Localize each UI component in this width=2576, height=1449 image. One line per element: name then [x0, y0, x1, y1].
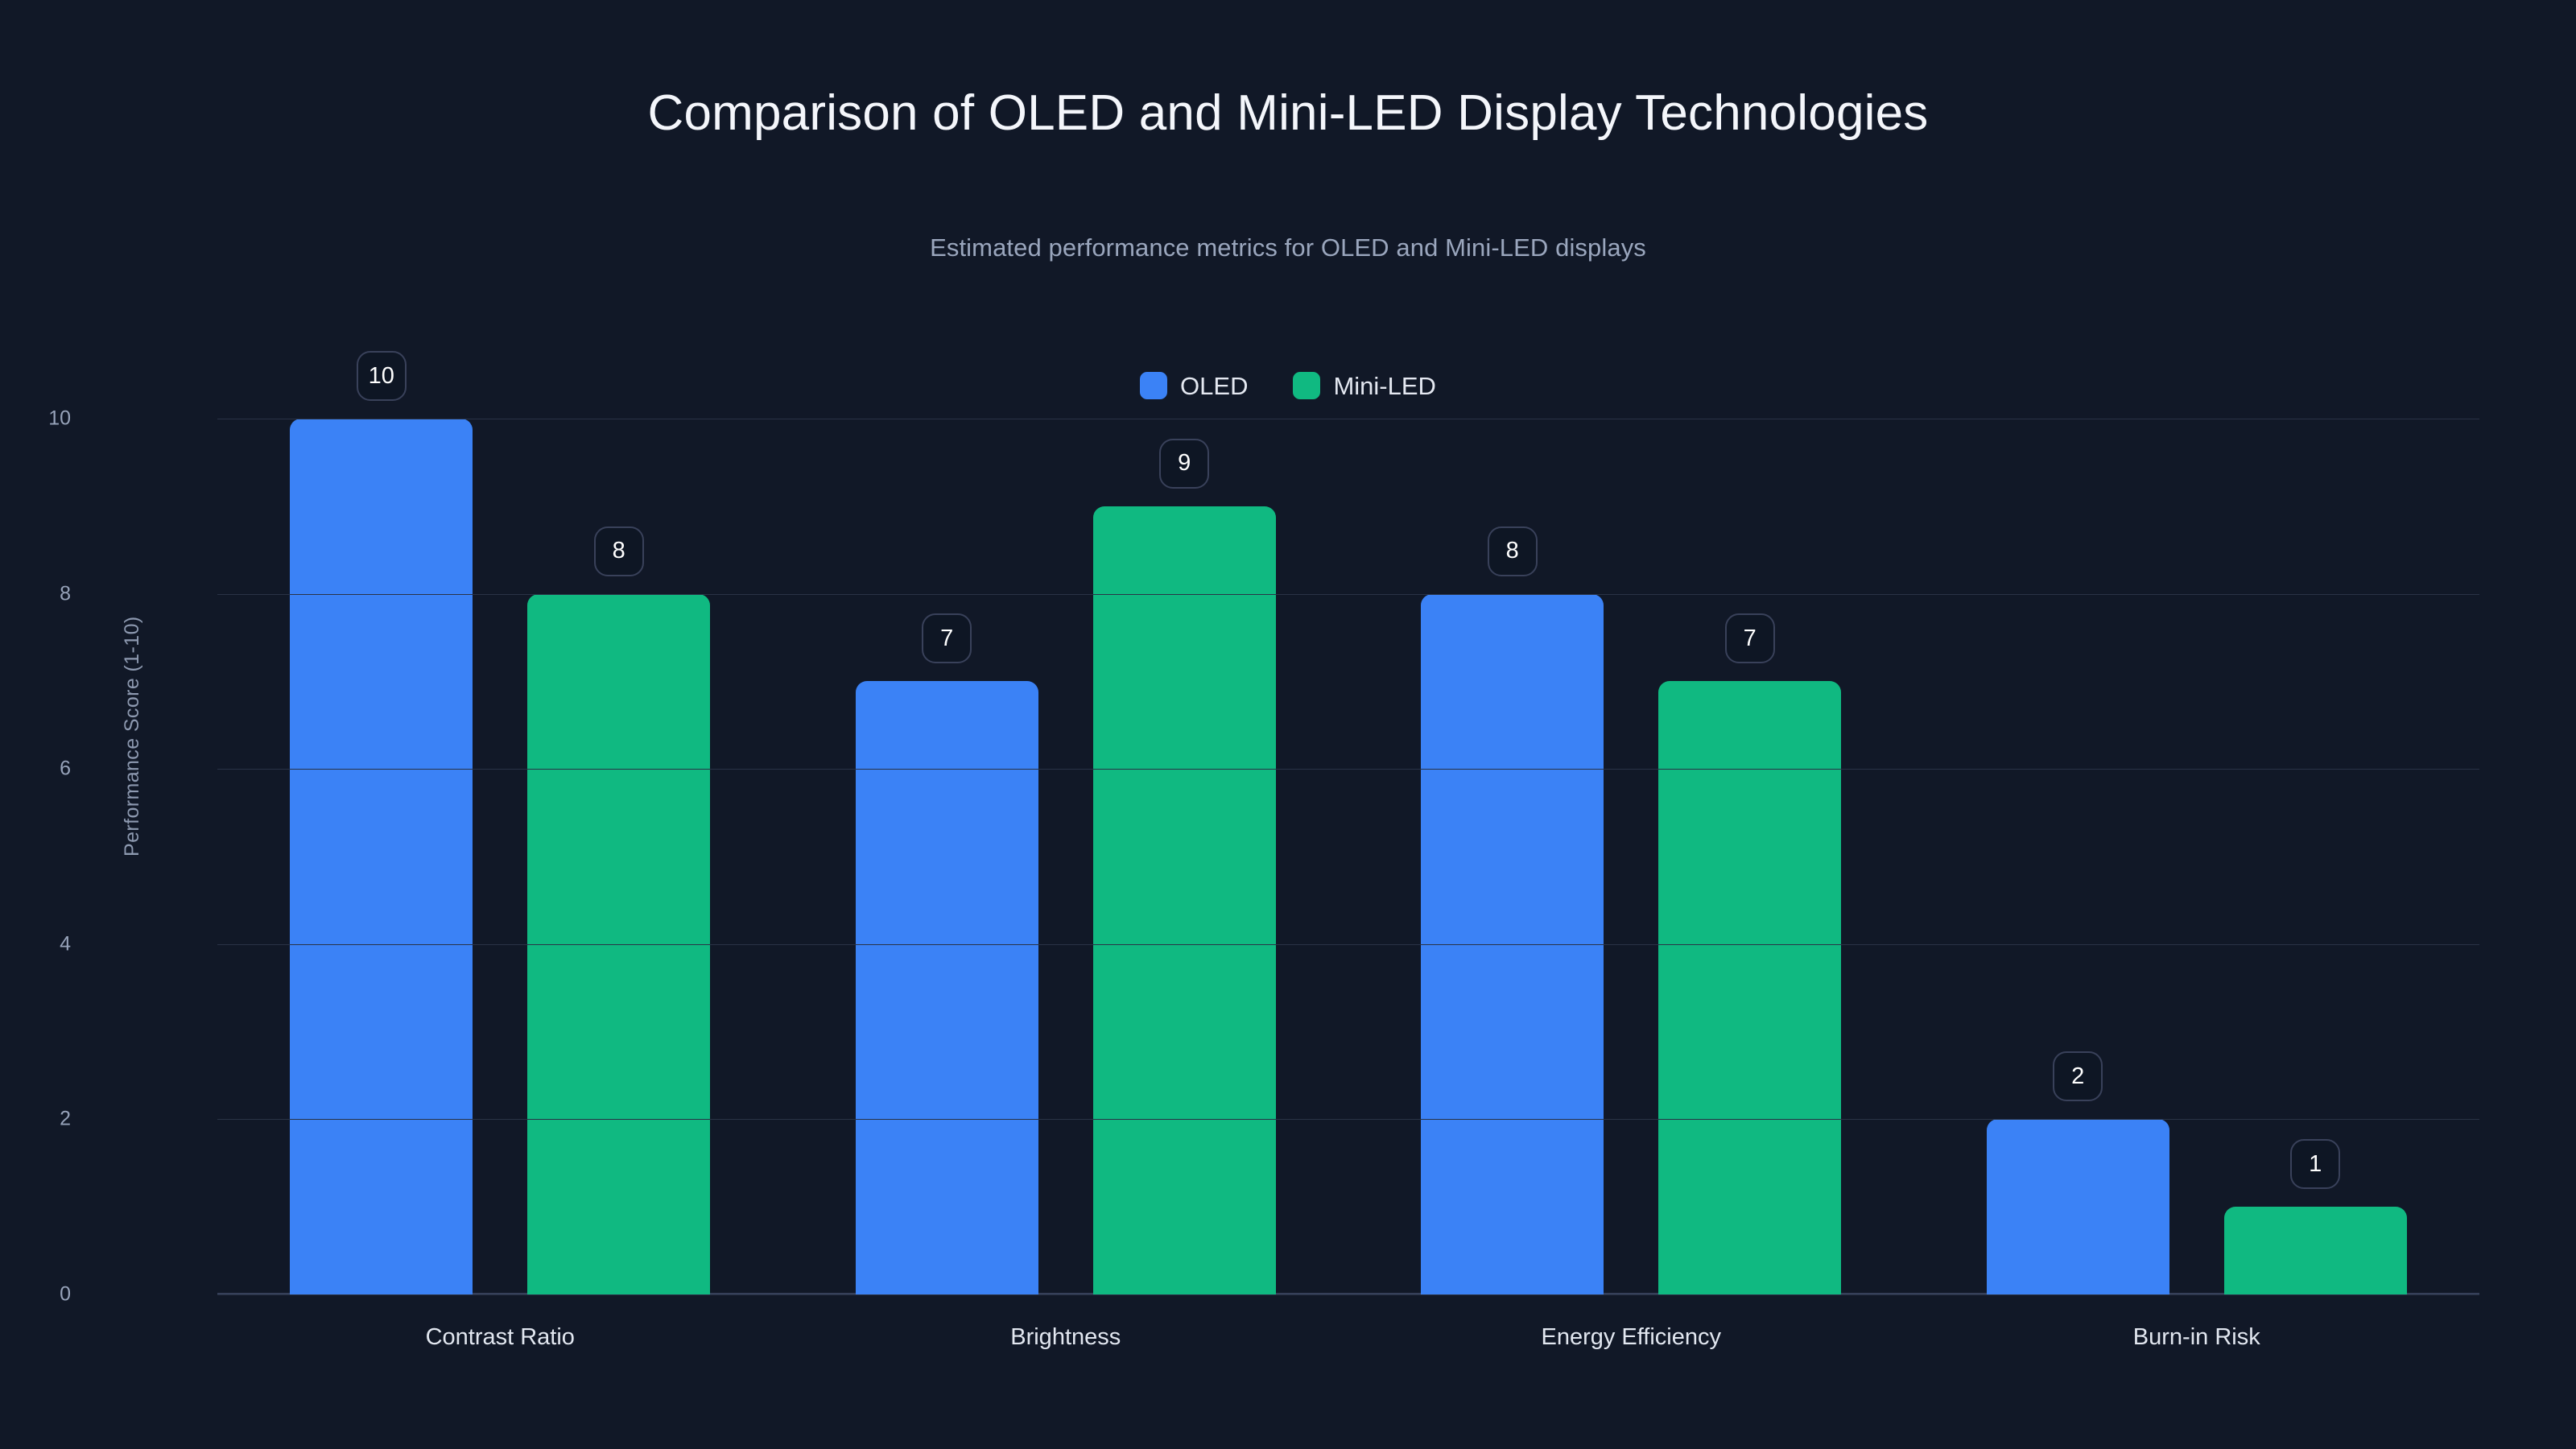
x-tick-label: Brightness [1010, 1324, 1121, 1350]
legend-item-mini-led[interactable]: Mini-LED [1293, 371, 1436, 400]
x-axis-labels: Contrast Ratio Brightness Energy Efficienc… [217, 1324, 2479, 1364]
chart-title: Comparison of OLED and Mini-LED Display … [647, 85, 1929, 141]
bar-value-badge: 1 [2290, 1139, 2341, 1190]
bar-value-badge: 2 [2053, 1051, 2103, 1102]
gridline [217, 769, 2479, 770]
legend-swatch-icon [1140, 372, 1168, 399]
y-tick-label: 10 [48, 407, 71, 430]
legend-item-oled[interactable]: OLED [1140, 372, 1248, 399]
y-tick-label: 2 [60, 1107, 71, 1130]
gridline [217, 1294, 2479, 1295]
y-tick-label: 6 [60, 757, 71, 780]
bar-value-badge: 9 [1159, 438, 1210, 489]
y-tick-label: 0 [60, 1282, 71, 1306]
x-axis-baseline [217, 1293, 2479, 1294]
legend-label: Mini-LED [1333, 371, 1436, 400]
gridline [217, 593, 2479, 595]
bar-value-badge: 7 [1724, 613, 1775, 664]
bars-layer: 10 8 7 9 8 7 2 1 [217, 351, 2479, 1294]
plot-area: 10 8 7 9 8 7 2 1 [217, 351, 2479, 1295]
y-tick-label: 4 [60, 932, 71, 956]
bar-value-badge: 7 [922, 613, 972, 664]
bar[interactable] [1092, 506, 1276, 1294]
bar[interactable] [855, 681, 1038, 1294]
x-tick-label: Burn-in Risk [2132, 1324, 2260, 1350]
bar[interactable] [290, 419, 473, 1294]
legend-label: OLED [1180, 371, 1249, 400]
bar-value-badge: 8 [593, 526, 644, 576]
legend-swatch-icon [1293, 372, 1321, 399]
y-axis-title: Performance Score (1-10) [121, 616, 143, 857]
bar-value-badge: 8 [1487, 526, 1538, 576]
bar[interactable] [1986, 1119, 2169, 1294]
gridline [217, 1119, 2479, 1121]
x-tick-label: Energy Efficiency [1541, 1324, 1722, 1350]
bar[interactable] [2223, 1207, 2407, 1294]
gridline [217, 943, 2479, 945]
y-tick-label: 8 [60, 582, 71, 605]
bar-value-badge: 10 [356, 351, 407, 401]
bar[interactable] [1658, 681, 1842, 1294]
chart-subtitle: Estimated performance metrics for OLED a… [930, 233, 1646, 262]
x-tick-label: Contrast Ratio [425, 1324, 575, 1350]
